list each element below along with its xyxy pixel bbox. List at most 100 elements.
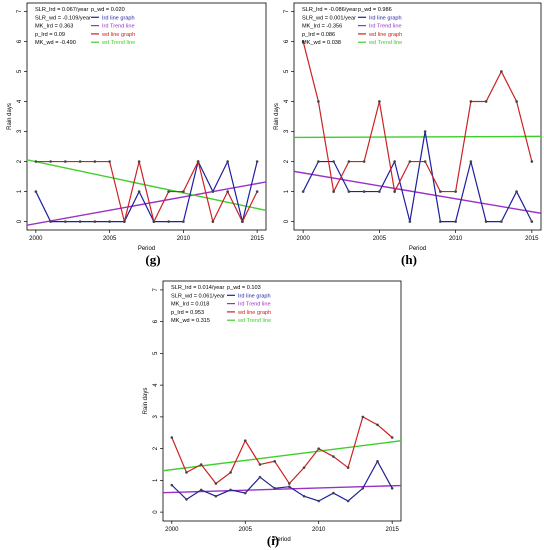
point-ird-line-graph — [258, 475, 262, 479]
point-wd-line-graph — [332, 190, 335, 193]
y-axis-label: Rain days — [143, 388, 149, 415]
stat-label: SLR_wd = 0.001/year — [302, 15, 356, 21]
stat-label: p_Ird = 0.953 — [171, 310, 204, 316]
point-ird-line-graph — [170, 483, 174, 487]
y-tick-label: 2 — [153, 446, 159, 450]
point-ird-line-graph — [361, 487, 365, 490]
point-wd-line-graph — [469, 100, 473, 103]
y-tick-label: 1 — [153, 478, 159, 482]
y-tick-label: 5 — [153, 351, 159, 355]
point-ird-line-graph — [346, 499, 350, 503]
legend-entry: Ird line graph — [238, 293, 271, 299]
y-tick-label: 6 — [17, 39, 23, 43]
trend-line-ird-trend-line — [163, 484, 401, 494]
y-tick-label: 5 — [17, 69, 23, 73]
point-wd-line-graph — [243, 439, 247, 442]
series-wd-line-graph — [302, 41, 533, 194]
point-ird-line-graph — [393, 160, 396, 163]
stat-label: MK_Ird = 0.018 — [171, 302, 209, 308]
point-ird-line-graph — [515, 190, 518, 193]
point-wd-line-graph — [185, 471, 188, 474]
x-axis-label: Period — [273, 537, 290, 543]
stat-label: MK_wd = 0.315 — [171, 318, 210, 324]
point-ird-line-graph — [500, 220, 503, 223]
stat-label: p_wd = 0.103 — [227, 285, 261, 291]
panel-label: (g) — [145, 252, 160, 267]
x-tick-label: 2010 — [312, 527, 326, 533]
point-wd-line-graph — [376, 423, 379, 427]
x-axis-label: Period — [138, 246, 155, 252]
point-ird-line-graph — [362, 190, 366, 193]
point-ird-line-graph — [167, 220, 170, 223]
point-wd-line-graph — [317, 447, 321, 450]
point-ird-line-graph — [229, 488, 232, 492]
trend-line-ird-trend-line — [27, 181, 266, 226]
y-tick-label: 7 — [284, 9, 290, 13]
point-wd-line-graph — [108, 160, 111, 163]
stat-label: SLR_wd = 0.061/year — [171, 293, 225, 299]
point-wd-line-graph — [393, 190, 396, 193]
plot-frame — [26, 2, 267, 231]
stat-label: SLR_Ird = 0.014/year — [171, 285, 224, 291]
point-wd-line-graph — [515, 100, 518, 103]
point-wd-line-graph — [500, 70, 503, 73]
point-ird-line-graph — [376, 460, 379, 463]
point-wd-line-graph — [361, 415, 365, 419]
point-wd-line-graph — [273, 460, 276, 463]
legend-entry: Ird line graph — [102, 15, 135, 21]
series-ird-line-graph — [171, 460, 393, 502]
point-ird-line-graph — [469, 160, 473, 163]
point-ird-line-graph — [390, 487, 394, 490]
point-ird-line-graph — [273, 487, 276, 490]
y-tick-label: 1 — [17, 189, 23, 193]
point-wd-line-graph — [378, 100, 381, 103]
point-ird-line-graph — [108, 220, 111, 223]
point-wd-line-graph — [346, 466, 350, 469]
point-ird-line-graph — [78, 220, 82, 223]
point-wd-line-graph — [317, 100, 320, 103]
y-tick-label: 6 — [153, 319, 159, 323]
point-ird-line-graph — [199, 488, 203, 492]
point-wd-line-graph — [258, 463, 262, 466]
point-ird-line-graph — [439, 220, 442, 223]
point-ird-line-graph — [317, 160, 320, 163]
point-ird-line-graph — [317, 499, 321, 503]
y-tick-label: 2 — [17, 159, 23, 163]
x-tick-label: 2010 — [449, 236, 463, 242]
point-wd-line-graph — [123, 220, 126, 223]
x-tick-label: 2015 — [250, 236, 264, 242]
x-tick-label: 2000 — [296, 236, 310, 242]
point-wd-line-graph — [34, 160, 38, 163]
y-axis-label: Rain days — [274, 103, 280, 130]
y-tick-label: 3 — [284, 129, 290, 133]
point-ird-line-graph — [211, 190, 215, 193]
point-ird-line-graph — [34, 190, 38, 193]
y-tick-label: 0 — [284, 219, 290, 223]
stat-label: MK_wd = -0.490 — [35, 40, 76, 46]
y-tick-label: 6 — [284, 39, 290, 43]
point-ird-line-graph — [182, 220, 185, 223]
series-wd-line-graph — [35, 159, 258, 224]
y-tick-label: 4 — [17, 99, 23, 103]
stat-label: p_wd = 0.020 — [91, 7, 125, 13]
legend-entry: wd Trend line — [101, 40, 135, 46]
point-wd-line-graph — [332, 455, 335, 458]
y-tick-label: 4 — [284, 99, 290, 103]
point-ird-line-graph — [49, 220, 52, 223]
point-ird-line-graph — [255, 160, 259, 163]
y-tick-label: 3 — [17, 129, 23, 133]
panel-label: (i) — [267, 533, 279, 548]
y-tick-label: 4 — [153, 383, 159, 387]
stat-label: MK_Ird = -0.356 — [302, 24, 342, 30]
x-tick-label: 2005 — [103, 236, 117, 242]
y-tick-label: 0 — [17, 219, 23, 223]
chart-panel-3: 0 1 2 3 4 5 6 7 2000 2005 2010 2015 Period Rain days S… — [143, 280, 402, 548]
y-tick-label: 3 — [153, 415, 159, 419]
point-wd-line-graph — [454, 190, 457, 193]
point-wd-line-graph — [408, 160, 412, 163]
point-ird-line-graph — [332, 491, 335, 495]
stat-label: p_Ird = 0.086 — [302, 32, 335, 38]
point-wd-line-graph — [78, 160, 82, 163]
legend-entry: Ird Trend line — [102, 24, 135, 30]
